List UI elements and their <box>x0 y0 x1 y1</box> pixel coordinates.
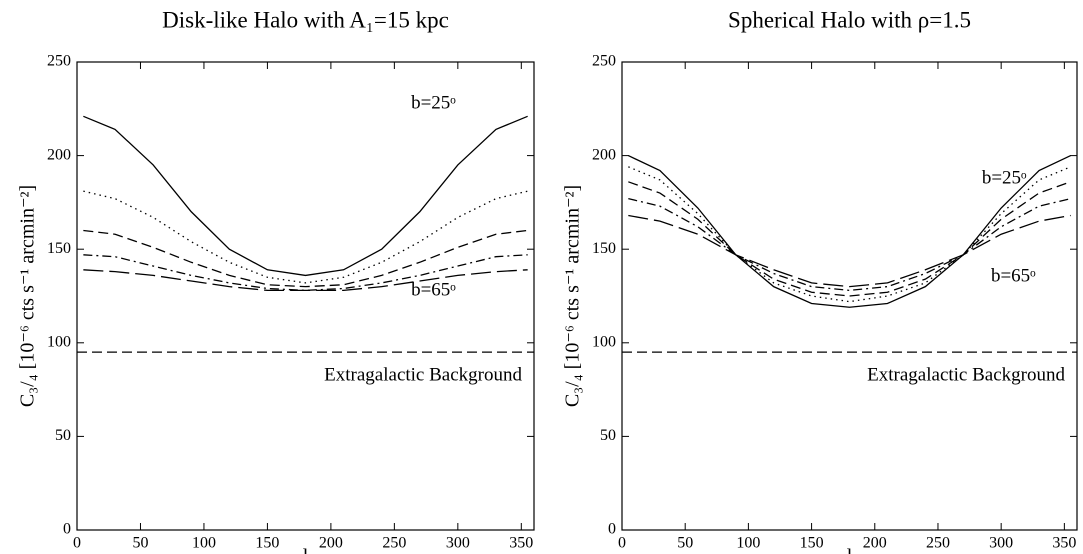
x-tick-label: 0 <box>73 535 81 552</box>
y-tick-label: 50 <box>600 427 616 444</box>
series-line <box>83 190 528 284</box>
annotation: b=65ᵒ <box>991 266 1036 287</box>
y-tick-label: 0 <box>608 521 616 538</box>
x-tick-label: 350 <box>1052 535 1076 552</box>
x-tick-label: 150 <box>800 535 824 552</box>
plot-frame <box>76 61 535 531</box>
x-tick-label: 250 <box>382 535 406 552</box>
x-tick-label: 50 <box>132 535 148 552</box>
chart-title: Spherical Halo with ρ=1.5 <box>728 7 971 32</box>
x-tick-label: 50 <box>677 535 693 552</box>
series-line <box>83 269 528 292</box>
series-line <box>628 181 1071 297</box>
y-axis-label: C₃/₄ [10⁻⁶ cts s⁻¹ arcmin⁻²] <box>562 185 584 407</box>
x-axis-label: l <box>847 546 853 554</box>
series-line <box>628 214 1071 288</box>
y-tick-label: 200 <box>592 146 616 163</box>
y-tick-label: 100 <box>592 333 616 350</box>
x-tick-label: 100 <box>192 535 216 552</box>
y-axis-label: C₃/₄ [10⁻⁶ cts s⁻¹ arcmin⁻²] <box>17 185 39 407</box>
plot-frame <box>621 61 1078 531</box>
x-axis-label: l <box>303 546 309 554</box>
x-tick-label: 0 <box>618 535 626 552</box>
series-line <box>83 115 528 277</box>
y-tick-label: 100 <box>47 333 71 350</box>
y-tick-label: 200 <box>47 146 71 163</box>
annotation: b=25ᵒ <box>982 167 1027 188</box>
y-tick-label: 250 <box>592 53 616 70</box>
series-line <box>83 229 528 288</box>
x-tick-label: 300 <box>989 535 1013 552</box>
x-tick-label: 200 <box>863 535 887 552</box>
annotation: b=25ᵒ <box>411 92 456 113</box>
y-tick-label: 150 <box>47 240 71 257</box>
x-tick-label: 200 <box>319 535 343 552</box>
y-tick-label: 50 <box>55 427 71 444</box>
series-line <box>83 254 528 292</box>
x-tick-label: 350 <box>509 535 533 552</box>
x-tick-label: 100 <box>736 535 760 552</box>
x-tick-label: 300 <box>446 535 470 552</box>
reference-label: Extragalactic Background <box>867 365 1065 386</box>
reference-label: Extragalactic Background <box>324 365 522 386</box>
chart-title: Disk-like Halo with A₁=15 kpc <box>162 7 449 32</box>
y-tick-label: 0 <box>63 521 71 538</box>
x-tick-label: 150 <box>255 535 279 552</box>
y-tick-label: 250 <box>47 53 71 70</box>
x-tick-label: 250 <box>926 535 950 552</box>
series-line <box>628 155 1071 308</box>
y-tick-label: 150 <box>592 240 616 257</box>
annotation: b=65ᵒ <box>411 280 456 301</box>
